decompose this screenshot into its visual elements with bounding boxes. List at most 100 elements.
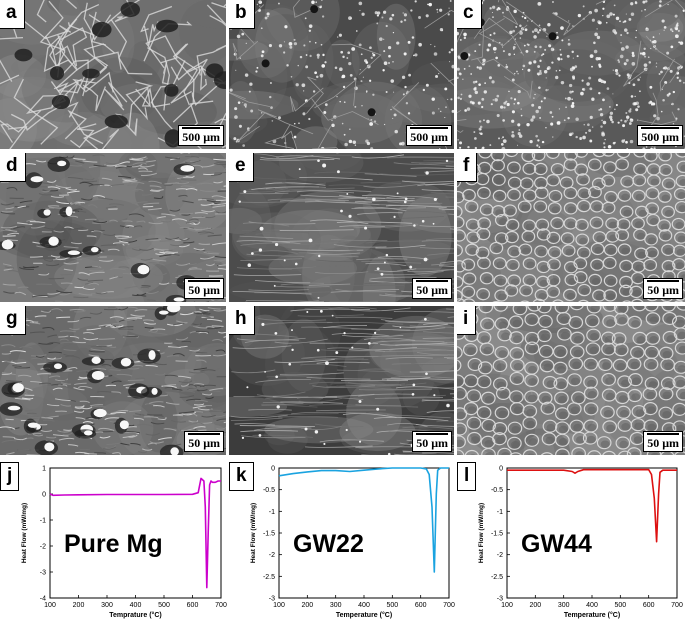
y-tick-label: -1.5 (491, 531, 503, 538)
y-tick-label: -3 (497, 596, 503, 603)
x-tick-label: 200 (529, 602, 541, 609)
micrograph-texture (229, 306, 454, 455)
scale-bar-line (182, 127, 220, 129)
y-tick-label: -0.5 (491, 487, 503, 494)
y-tick-label: -2.5 (263, 574, 275, 581)
sample-name: GW22 (293, 530, 364, 559)
x-tick-label: 700 (215, 602, 227, 609)
micrograph-e: e 50 μm (229, 153, 454, 302)
scale-bar-label: 50 μm (647, 436, 679, 450)
scale-bar-label: 500 μm (410, 130, 448, 144)
scale-bar: 50 μm (643, 278, 683, 299)
chart-svg: 100 200 300 400 500 600 700 0 -0.5 -1 -1.5 -2 -2.5 -3… (250, 466, 455, 620)
x-tick-label: 200 (301, 602, 313, 609)
x-tick-label: 100 (501, 602, 513, 609)
y-tick-label: -1 (497, 509, 503, 516)
scale-bar-label: 50 μm (416, 436, 448, 450)
panel-label: d (0, 153, 26, 182)
x-tick-label: 700 (671, 602, 683, 609)
chart-svg: 100 200 300 400 500 600 700 1 0 -1 -2 -3 -4 Tempratur… (21, 466, 227, 620)
y-tick-label: -1 (269, 509, 275, 516)
micrograph-b: b 500 μm (229, 0, 454, 149)
x-tick-label: 300 (330, 602, 342, 609)
scale-bar: 50 μm (412, 278, 452, 299)
x-tick-label: 700 (443, 602, 455, 609)
scale-bar: 500 μm (178, 125, 224, 146)
y-tick-label: -3 (269, 596, 275, 603)
y-axis-label: Heat Flow (mW/mg) (478, 503, 485, 563)
y-tick-label: -2 (40, 544, 46, 551)
x-axis-label: Temperature (°C) (336, 611, 392, 619)
x-tick-label: 400 (130, 602, 142, 609)
micrograph-texture (457, 306, 685, 455)
scale-bar-label: 500 μm (641, 130, 679, 144)
micrograph-texture (0, 153, 226, 302)
heat-flow-line (49, 477, 221, 589)
x-tick-label: 600 (415, 602, 427, 609)
x-tick-label: 600 (187, 602, 199, 609)
scale-bar-line (416, 433, 448, 435)
micrograph-texture (0, 306, 226, 455)
y-tick-label: -1 (40, 518, 46, 525)
dsc-chart-l: 100 200 300 400 500 600 700 0 -0.5 -1 -1.5 -2 -2.5 -3… (457, 460, 685, 626)
x-tick-label: 600 (643, 602, 655, 609)
scale-bar: 500 μm (406, 125, 452, 146)
panel-label: e (229, 153, 254, 182)
x-tick-label: 400 (358, 602, 370, 609)
chart-svg: 100 200 300 400 500 600 700 0 -0.5 -1 -1.5 -2 -2.5 -3… (478, 466, 683, 620)
heat-flow-line (278, 467, 449, 573)
sample-name: Pure Mg (64, 530, 163, 559)
panel-label: c (457, 0, 482, 29)
scale-bar: 50 μm (184, 278, 224, 299)
x-tick-label: 300 (101, 602, 113, 609)
scale-bar-line (647, 433, 679, 435)
scale-bar-label: 50 μm (188, 283, 220, 297)
y-tick-label: -2.5 (491, 574, 503, 581)
micrograph-h: h 50 μm (229, 306, 454, 455)
x-tick-label: 500 (614, 602, 626, 609)
y-axis-label: Heat Flow (mW/mg) (250, 503, 257, 563)
x-tick-label: 500 (158, 602, 170, 609)
y-tick-label: 0 (42, 492, 46, 499)
scale-bar-line (647, 280, 679, 282)
scale-bar-label: 50 μm (188, 436, 220, 450)
micrograph-texture (457, 0, 685, 149)
x-axis-label: Temperature (°C) (564, 611, 620, 619)
y-tick-label: -2 (269, 552, 275, 559)
scale-bar-line (188, 433, 220, 435)
scale-bar: 50 μm (643, 431, 683, 452)
panel-label: h (229, 306, 255, 335)
scale-bar-line (416, 280, 448, 282)
sample-name: GW44 (521, 530, 592, 559)
x-tick-label: 100 (273, 602, 285, 609)
panel-label: b (229, 0, 255, 29)
scale-bar: 500 μm (637, 125, 683, 146)
x-tick-label: 500 (386, 602, 398, 609)
scale-bar-label: 50 μm (416, 283, 448, 297)
y-tick-label: -4 (40, 596, 46, 603)
micrograph-c: c 500 μm (457, 0, 685, 149)
scale-bar-label: 50 μm (647, 283, 679, 297)
y-tick-label: 0 (271, 466, 275, 473)
x-axis-label: Temprature (°C) (109, 611, 161, 619)
x-tick-label: 100 (44, 602, 56, 609)
dsc-chart-j: 100 200 300 400 500 600 700 1 0 -1 -2 -3 -4 Tempratur… (0, 460, 229, 626)
y-axis-label: Heat Flow (mW/mg) (21, 503, 28, 563)
y-tick-label: 0 (499, 466, 503, 473)
scale-bar-line (410, 127, 448, 129)
y-tick-label: -2 (497, 552, 503, 559)
panel-label: l (457, 462, 477, 491)
micrograph-i: i 50 μm (457, 306, 685, 455)
x-tick-label: 400 (586, 602, 598, 609)
micrograph-d: d 50 μm (0, 153, 226, 302)
scale-bar-line (188, 280, 220, 282)
panel-label: g (0, 306, 26, 335)
panel-label: k (229, 462, 254, 491)
y-tick-label: -1.5 (263, 531, 275, 538)
panel-label: j (0, 462, 20, 491)
scale-bar: 50 μm (412, 431, 452, 452)
dsc-chart-k: 100 200 300 400 500 600 700 0 -0.5 -1 -1.5 -2 -2.5 -3… (229, 460, 457, 626)
y-tick-label: 1 (42, 466, 46, 473)
heat-flow-line (507, 468, 677, 543)
